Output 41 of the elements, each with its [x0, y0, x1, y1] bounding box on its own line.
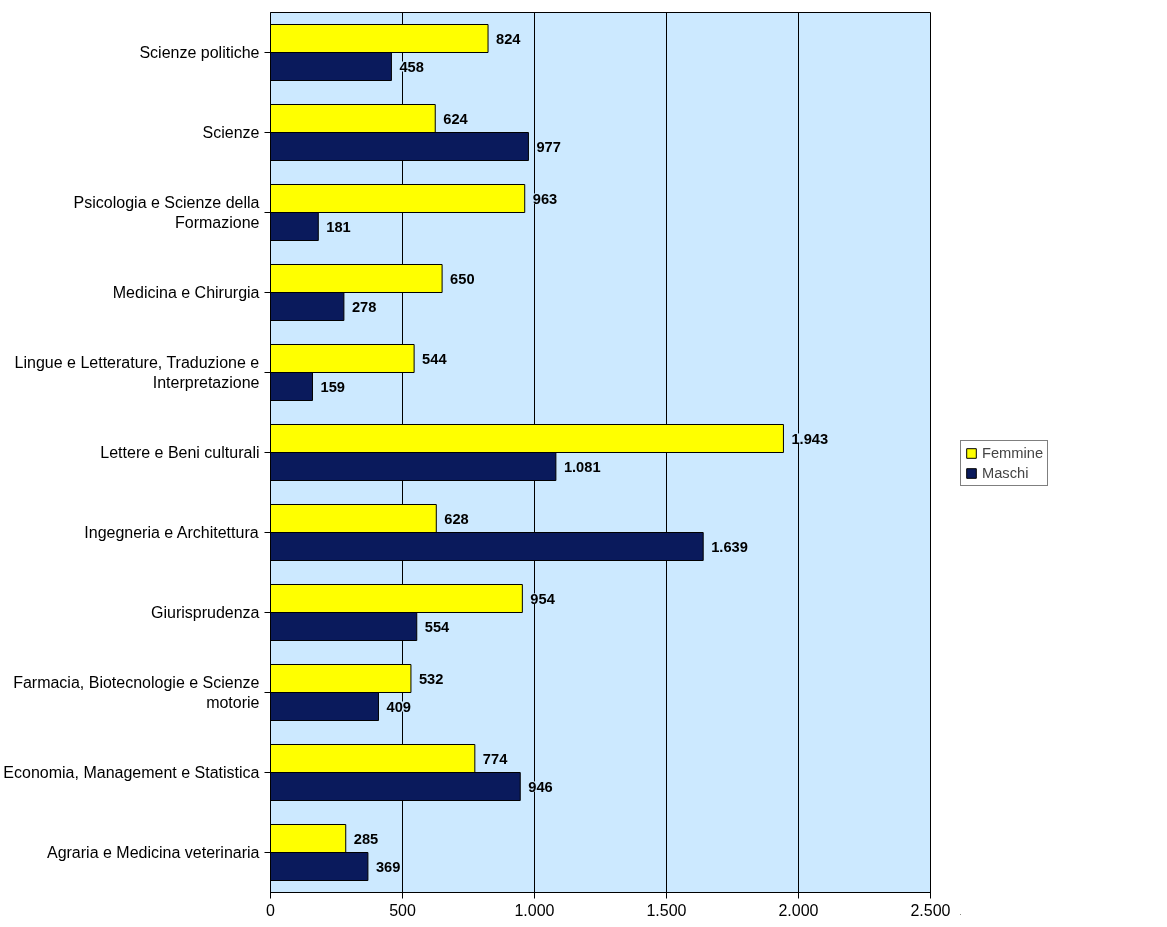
data-label: 977 — [536, 138, 561, 155]
y-tick-label: Medicina e Chirurgia — [112, 284, 260, 301]
data-label: 624 — [443, 110, 469, 127]
data-label: 285 — [353, 830, 379, 847]
data-label: 1.639 — [711, 538, 748, 555]
data-label: 824 — [496, 30, 522, 47]
data-label: 954 — [530, 590, 556, 607]
data-label: 946 — [528, 778, 553, 795]
y-tick-label: Lettere e Beni culturali — [100, 444, 260, 461]
data-label: 159 — [320, 378, 345, 395]
y-tick-label: Scienze politiche — [139, 44, 260, 61]
data-label: 458 — [399, 58, 424, 75]
data-label: 963 — [532, 190, 558, 207]
y-tick-label: Psicologia e Scienze della Formazione — [73, 193, 260, 232]
data-label: 774 — [482, 750, 509, 767]
x-tick-label: 1.500 — [646, 901, 687, 919]
data-label: 278 — [351, 298, 377, 315]
y-tick-label: Economia, Management e Statistica — [3, 764, 260, 781]
data-label: 1.081 — [563, 458, 601, 475]
legend-label: Femmine — [982, 445, 1044, 461]
data-label: 554 — [424, 618, 451, 635]
data-label: 628 — [444, 510, 469, 527]
data-label: 369 — [375, 858, 401, 875]
data-label: 650 — [450, 270, 475, 287]
data-label: 1.943 — [791, 430, 829, 447]
data-label: 532 — [418, 670, 444, 687]
x-tick-label: 500 — [389, 901, 416, 919]
y-tick-label: Scienze — [202, 124, 260, 141]
data-label: 181 — [326, 218, 351, 235]
data-label: 544 — [422, 350, 448, 367]
x-tick-label: 0 — [266, 901, 276, 919]
x-tick-label: 1.000 — [514, 901, 555, 919]
x-tick-label: 2.000 — [778, 901, 819, 919]
legend-label: Maschi — [982, 465, 1029, 481]
y-tick-label: Farmacia, Biotecnologie e Scienze motorie — [13, 673, 260, 712]
data-label: 409 — [386, 698, 411, 715]
y-tick-label: Ingegneria e Architettura — [84, 524, 259, 541]
y-tick-label: Giurisprudenza — [151, 604, 260, 621]
y-tick-label: Agraria e Medicina veterinaria — [46, 844, 260, 861]
y-tick-label: Lingue e Letterature, Traduzione e Interpretazione — [14, 353, 260, 392]
x-tick-label: 2.500 — [910, 901, 951, 919]
